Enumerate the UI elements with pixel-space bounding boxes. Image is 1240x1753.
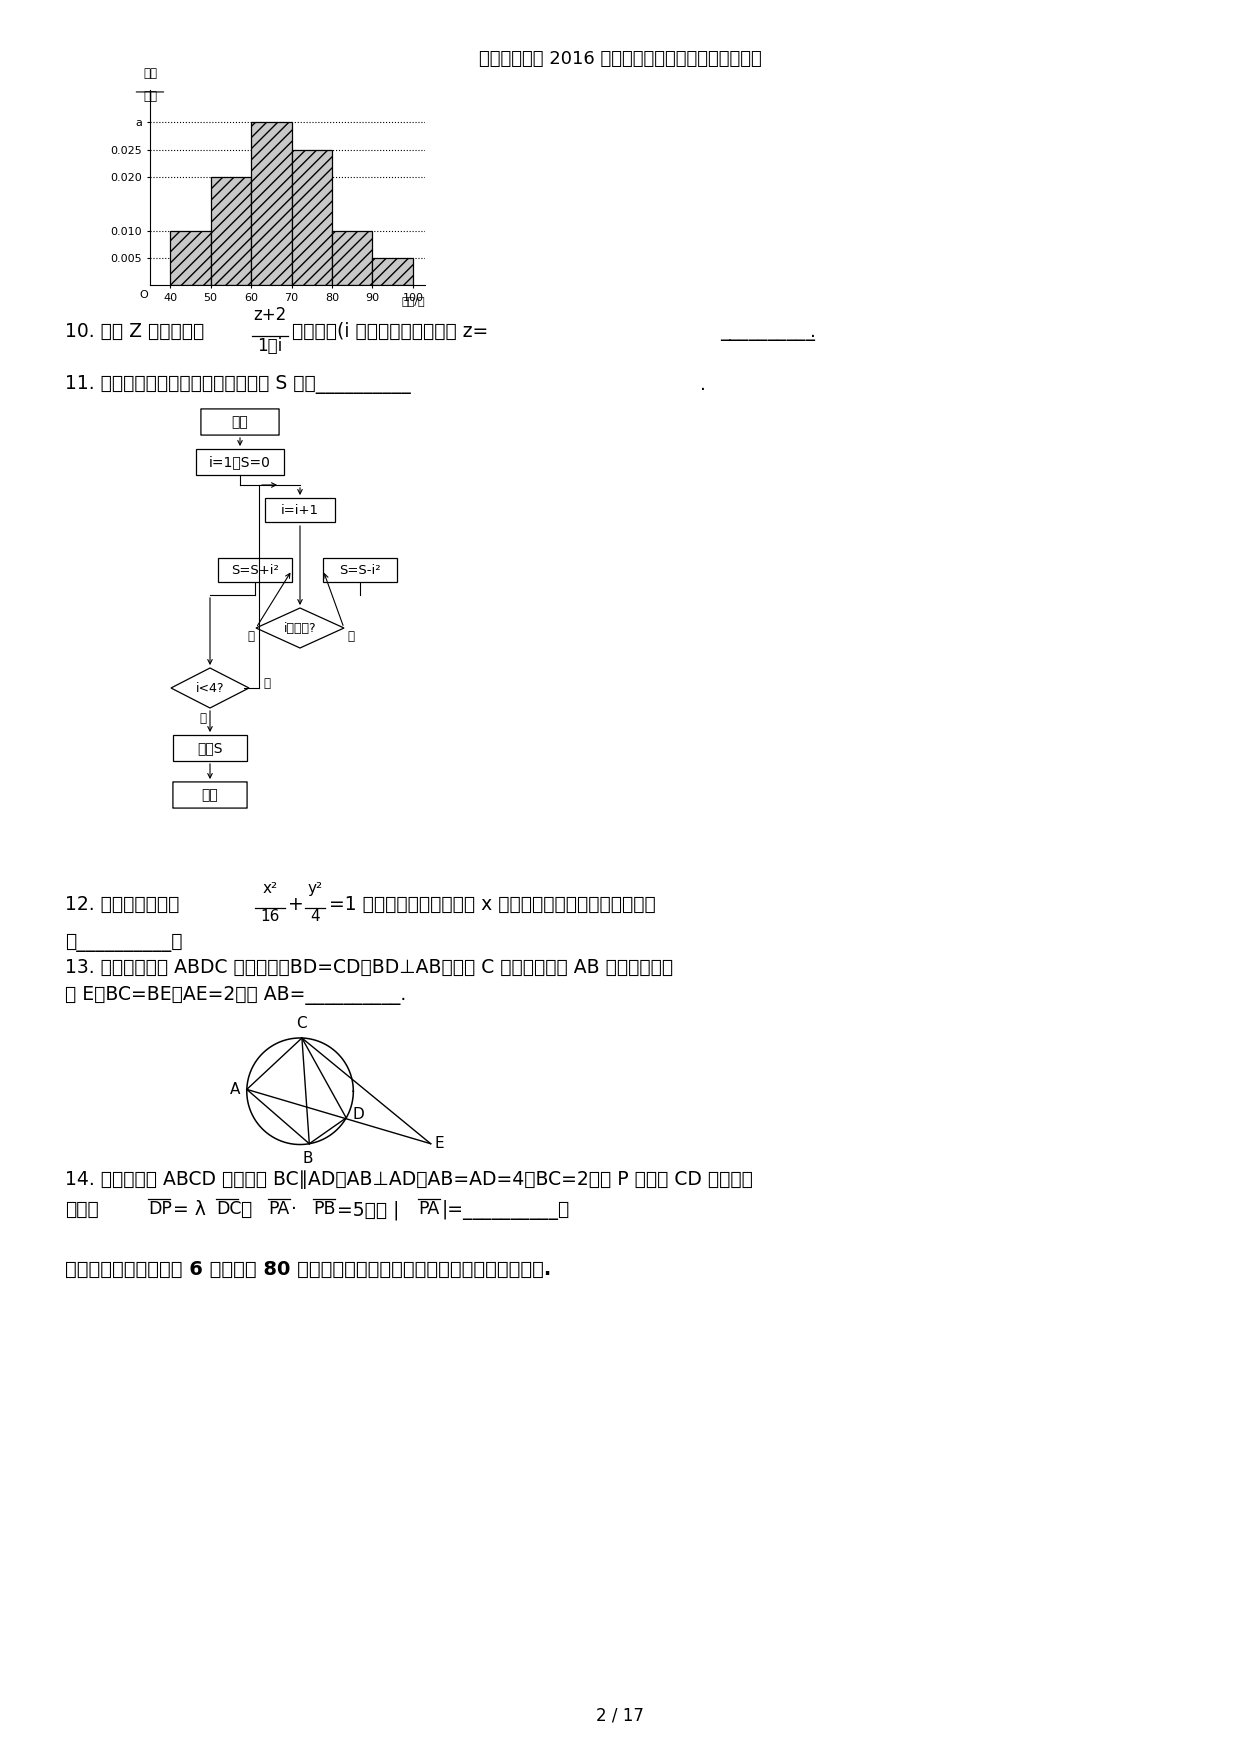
Text: 开始: 开始 bbox=[232, 415, 248, 429]
Polygon shape bbox=[171, 668, 249, 708]
FancyBboxPatch shape bbox=[172, 735, 247, 761]
Text: PA: PA bbox=[268, 1201, 289, 1218]
Text: DP: DP bbox=[148, 1201, 172, 1218]
Text: 且满足: 且满足 bbox=[64, 1201, 99, 1218]
Text: 2 / 17: 2 / 17 bbox=[596, 1707, 644, 1725]
Bar bbox=[170, 231, 211, 286]
Bar bbox=[372, 258, 413, 286]
Text: i<4?: i<4? bbox=[196, 682, 224, 694]
Text: S=S+i²: S=S+i² bbox=[231, 563, 279, 577]
Text: A: A bbox=[231, 1082, 241, 1097]
Text: 是实数，(i 是虚数单位），那么 z=: 是实数，(i 是虚数单位），那么 z= bbox=[291, 323, 489, 342]
Bar bbox=[291, 149, 332, 286]
Text: 成绩/分: 成绩/分 bbox=[402, 296, 425, 305]
Text: 频率: 频率 bbox=[143, 67, 157, 81]
Text: D: D bbox=[352, 1106, 365, 1122]
Text: 10. 已知 Z 是纯虚数，: 10. 已知 Z 是纯虚数， bbox=[64, 323, 205, 342]
Text: 组距: 组距 bbox=[143, 89, 157, 103]
Text: 11. 执行如图所示的程序框图，输出的 S 值为__________: 11. 执行如图所示的程序框图，输出的 S 值为__________ bbox=[64, 375, 410, 394]
Text: S=S-i²: S=S-i² bbox=[340, 563, 381, 577]
Text: 16: 16 bbox=[260, 910, 280, 924]
Text: =5，则 |: =5，则 | bbox=[337, 1201, 399, 1220]
Text: O: O bbox=[139, 291, 148, 300]
Text: ，: ， bbox=[241, 1201, 252, 1218]
Polygon shape bbox=[255, 608, 343, 649]
Text: z+2: z+2 bbox=[253, 307, 286, 324]
Text: |=__________．: |=__________． bbox=[441, 1201, 570, 1220]
Text: i=i+1: i=i+1 bbox=[281, 503, 319, 517]
Text: =1 的三个顶点，且圆心在 x 轴的正半轴上．则该圆标准方程: =1 的三个顶点，且圆心在 x 轴的正半轴上．则该圆标准方程 bbox=[329, 896, 656, 913]
Text: 12. 一个圆经过椭圆: 12. 一个圆经过椭圆 bbox=[64, 896, 180, 913]
Text: 是: 是 bbox=[263, 677, 270, 689]
FancyBboxPatch shape bbox=[201, 408, 279, 435]
Bar bbox=[252, 123, 291, 286]
Text: 13. 如图，四边形 ABDC 内接于圆，BD=CD，BD⊥AB，过点 C 的圆的切线与 AB 的延长线交于: 13. 如图，四边形 ABDC 内接于圆，BD=CD，BD⊥AB，过点 C 的圆… bbox=[64, 957, 673, 976]
Text: 4: 4 bbox=[310, 910, 320, 924]
Text: 否: 否 bbox=[198, 712, 206, 724]
Text: i=1，S=0: i=1，S=0 bbox=[210, 456, 270, 470]
FancyBboxPatch shape bbox=[218, 557, 293, 582]
Text: PA: PA bbox=[418, 1201, 439, 1218]
Bar bbox=[211, 177, 252, 286]
Text: 结束: 结束 bbox=[202, 789, 218, 803]
FancyBboxPatch shape bbox=[196, 449, 284, 475]
Text: 输出S: 输出S bbox=[197, 742, 223, 756]
Bar bbox=[332, 231, 372, 286]
Text: x²: x² bbox=[263, 882, 278, 896]
Text: = λ: = λ bbox=[174, 1201, 206, 1218]
Text: 是: 是 bbox=[247, 629, 254, 643]
Text: __________: __________ bbox=[720, 323, 815, 342]
Text: 14. 在直角梯形 ABCD 中，已知 BC∥AD，AB⊥AD，AB=AD=4，BC=2，若 P 为线段 CD 上一点，: 14. 在直角梯形 ABCD 中，已知 BC∥AD，AB⊥AD，AB=AD=4，… bbox=[64, 1169, 753, 1189]
Text: y²: y² bbox=[308, 882, 322, 896]
FancyBboxPatch shape bbox=[322, 557, 397, 582]
Text: 天津市河西区 2016 届高三数学二模试卷文（含解析）: 天津市河西区 2016 届高三数学二模试卷文（含解析） bbox=[479, 51, 761, 68]
Text: i是奇数?: i是奇数? bbox=[284, 622, 316, 635]
Text: 点 E，BC=BE，AE=2，则 AB=__________.: 点 E，BC=BE，AE=2，则 AB=__________. bbox=[64, 985, 407, 1004]
FancyBboxPatch shape bbox=[265, 498, 335, 522]
FancyBboxPatch shape bbox=[172, 782, 247, 808]
Text: E: E bbox=[435, 1136, 444, 1152]
Text: PB: PB bbox=[312, 1201, 336, 1218]
Text: 三、解答题：本大题共 6 小题，共 80 分．解答应写出文字说明，证明过程或演算步骤.: 三、解答题：本大题共 6 小题，共 80 分．解答应写出文字说明，证明过程或演算… bbox=[64, 1260, 552, 1280]
Text: .: . bbox=[701, 375, 706, 394]
Text: .: . bbox=[810, 323, 816, 342]
Text: ·: · bbox=[291, 1201, 296, 1218]
Text: C: C bbox=[296, 1017, 308, 1031]
Text: DC: DC bbox=[216, 1201, 242, 1218]
Text: 1－i: 1－i bbox=[258, 337, 283, 356]
Text: 为__________．: 为__________． bbox=[64, 933, 182, 952]
Text: B: B bbox=[303, 1152, 312, 1166]
Text: +: + bbox=[288, 896, 304, 913]
Text: 否: 否 bbox=[347, 629, 353, 643]
